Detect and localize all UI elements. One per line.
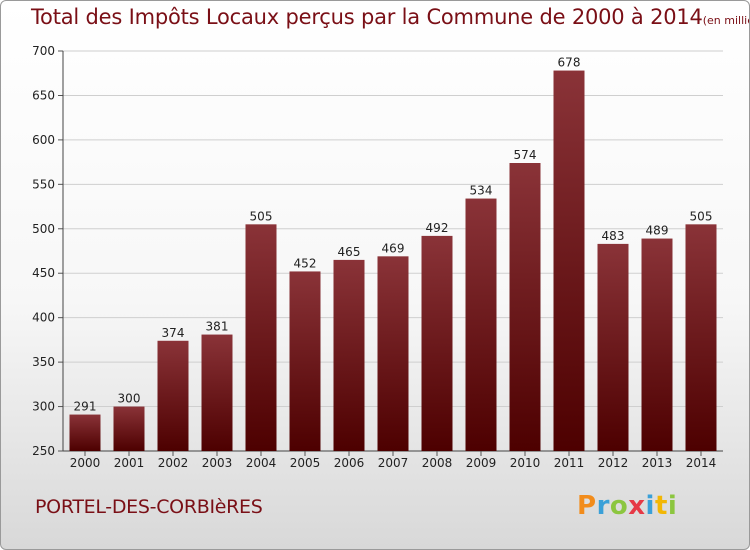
bar-2001 [113, 406, 145, 451]
x-tick-label-2014: 2014 [686, 456, 717, 470]
logo-letter: i [667, 491, 678, 521]
data-label-2012: 483 [602, 229, 625, 243]
bar-2009 [465, 198, 497, 451]
x-tick-label-2006: 2006 [334, 456, 365, 470]
data-label-2011: 678 [558, 56, 581, 70]
bar-2000 [69, 414, 101, 451]
data-label-2014: 505 [690, 209, 713, 223]
chart-title: Total des Impôts Locaux perçus par la Co… [31, 5, 749, 29]
chart-title-main: Total des Impôts Locaux perçus par la Co… [31, 5, 703, 29]
data-label-2009: 534 [470, 184, 493, 198]
y-tick-label: 300 [32, 400, 55, 414]
x-tick-label-2005: 2005 [290, 456, 321, 470]
x-tick-label-2012: 2012 [598, 456, 629, 470]
bar-2002 [157, 340, 189, 451]
logo-letter: i [645, 491, 655, 521]
y-tick-label: 650 [32, 88, 55, 102]
x-tick-label-2007: 2007 [378, 456, 409, 470]
y-tick-label: 600 [32, 133, 55, 147]
bar-2004 [245, 224, 277, 451]
bar-2010 [509, 163, 541, 451]
data-label-2003: 381 [206, 320, 229, 334]
x-tick-label-2009: 2009 [466, 456, 497, 470]
x-tick-label-2004: 2004 [246, 456, 277, 470]
bar-2012 [597, 243, 629, 451]
data-label-2005: 452 [294, 256, 317, 270]
x-tick-label-2002: 2002 [158, 456, 189, 470]
data-label-2000: 291 [74, 400, 97, 414]
bar-2005 [289, 271, 321, 451]
x-tick-label-2000: 2000 [70, 456, 101, 470]
x-tick-label-2003: 2003 [202, 456, 233, 470]
data-label-2002: 374 [162, 326, 185, 340]
x-tick-label-2011: 2011 [554, 456, 585, 470]
y-tick-label: 450 [32, 266, 55, 280]
bar-2011 [553, 70, 585, 452]
y-tick-label: 700 [32, 44, 55, 58]
logo-letter: o [609, 491, 629, 521]
commune-name: PORTEL-DES-CORBIèRES [35, 496, 263, 518]
y-tick-label: 400 [32, 311, 55, 325]
proxiti-logo: Proxiti [577, 491, 677, 521]
y-tick-label: 350 [32, 355, 55, 369]
bar-2014 [685, 224, 717, 451]
data-label-2008: 492 [426, 221, 449, 235]
logo-letter: r [596, 491, 610, 521]
data-label-2010: 574 [514, 148, 537, 162]
y-tick-label: 550 [32, 177, 55, 191]
x-tick-label-2013: 2013 [642, 456, 673, 470]
data-label-2004: 505 [250, 209, 273, 223]
bar-2008 [421, 235, 453, 451]
data-label-2007: 469 [382, 241, 405, 255]
x-tick-label-2001: 2001 [114, 456, 145, 470]
x-tick-label-2008: 2008 [422, 456, 453, 470]
x-tick-label-2010: 2010 [510, 456, 541, 470]
data-label-2001: 300 [118, 392, 141, 406]
data-label-2013: 489 [646, 224, 669, 238]
logo-letter: t [654, 491, 668, 521]
logo-letter: x [628, 491, 646, 521]
bar-2003 [201, 334, 233, 451]
y-tick-label: 250 [32, 444, 55, 458]
bar-2006 [333, 259, 365, 451]
bar-2013 [641, 238, 673, 451]
y-tick-label: 500 [32, 222, 55, 236]
bar-2007 [377, 256, 409, 451]
data-label-2006: 465 [338, 245, 361, 259]
logo-letter: P [577, 491, 597, 521]
chart-title-unit: (en milliers d'€) [702, 14, 749, 27]
